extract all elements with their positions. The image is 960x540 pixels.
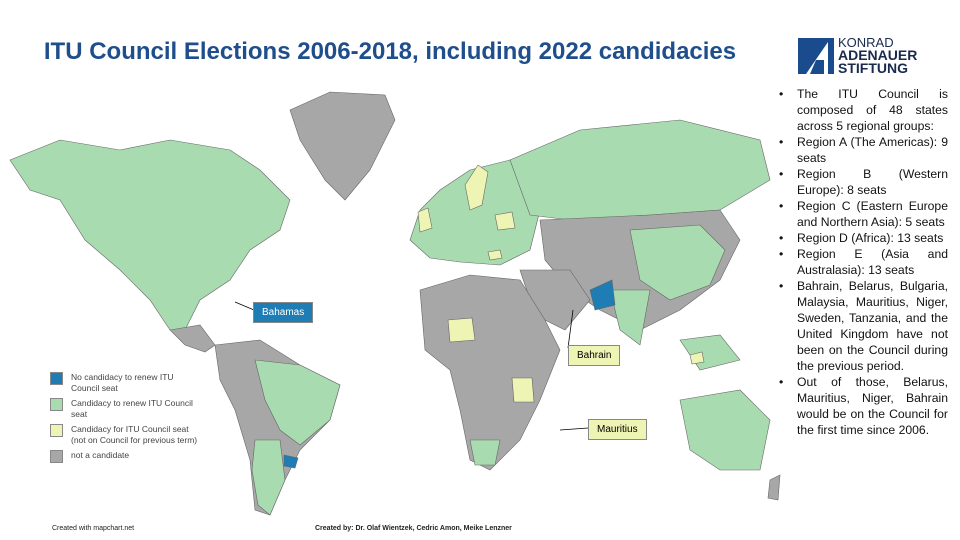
callout-bahrain: Bahrain (568, 345, 621, 366)
bullet: Out of those, Belarus, Mauritius, Niger,… (776, 374, 948, 438)
bullet: Region A (The Americas): 9 seats (776, 134, 948, 166)
south-africa (469, 439, 501, 466)
argentina (251, 439, 286, 516)
uk (417, 207, 433, 233)
india (609, 289, 651, 346)
legend-swatch (50, 372, 63, 385)
legend-swatch (50, 398, 63, 411)
bullet: Region C (Eastern Europe and Northern As… (776, 198, 948, 230)
niger (447, 317, 476, 343)
map-legend: No candidacy to renew ITU Council seat C… (50, 372, 200, 467)
sweden (464, 164, 489, 211)
bahrain-leader (567, 309, 574, 349)
north-america (9, 139, 291, 331)
legend-label: No candidacy to renew ITU Council seat (71, 372, 174, 393)
legend-swatch (50, 424, 63, 437)
uruguay (283, 454, 299, 469)
legend-swatch (50, 450, 63, 463)
russia (509, 119, 771, 221)
pakistan (589, 279, 616, 311)
bahamas-leader (234, 301, 255, 311)
malaysia (689, 351, 705, 365)
tanzania (511, 377, 535, 403)
central-america (169, 324, 216, 353)
bullet: Region B (Western Europe): 8 seats (776, 166, 948, 198)
logo-line3: STIFTUNG (838, 60, 908, 76)
belarus (494, 211, 516, 231)
greenland (289, 91, 396, 201)
callout-mauritius: Mauritius (588, 419, 647, 440)
mapchart-credit: Created with mapchart.net (52, 525, 135, 532)
legend-item: not a candidate (50, 450, 200, 463)
legend-item: Candidacy for ITU Council seat (not on C… (50, 424, 200, 446)
legend-label: not a candidate (71, 450, 130, 460)
sea-islands (679, 334, 741, 371)
info-bullets: The ITU Council is composed of 48 states… (776, 86, 948, 438)
bullet: Bahrain, Belarus, Bulgaria, Malaysia, Ma… (776, 278, 948, 374)
new-zealand (767, 474, 781, 501)
legend-item: No candidacy to renew ITU Council seat (50, 372, 200, 394)
kas-logo: KONRAD ADENAUER STIFTUNG (798, 36, 917, 75)
bulgaria (487, 249, 503, 261)
authors-credit: Created by: Dr. Olaf Wientzek, Cedric Am… (315, 525, 512, 532)
bullet: Region E (Asia and Australasia): 13 seat… (776, 246, 948, 278)
page-title: ITU Council Elections 2006-2018, includi… (43, 38, 737, 65)
legend-label: Candidacy to renew ITU Council seat (71, 398, 193, 419)
bullet: Region D (Africa): 13 seats (776, 230, 948, 246)
logo-line2: ADENAUER (838, 47, 918, 63)
mauritius-leader (559, 427, 589, 431)
australia (679, 389, 771, 471)
legend-label: Candidacy for ITU Council seat (not on C… (71, 424, 198, 445)
callout-bahamas: Bahamas (253, 302, 314, 323)
logo-line1: KONRAD (838, 35, 894, 50)
kas-logo-mark-icon (798, 37, 834, 74)
legend-item: Candidacy to renew ITU Council seat (50, 398, 200, 420)
brazil (254, 359, 341, 446)
bullet: The ITU Council is composed of 48 states… (776, 86, 948, 134)
china (629, 224, 726, 301)
